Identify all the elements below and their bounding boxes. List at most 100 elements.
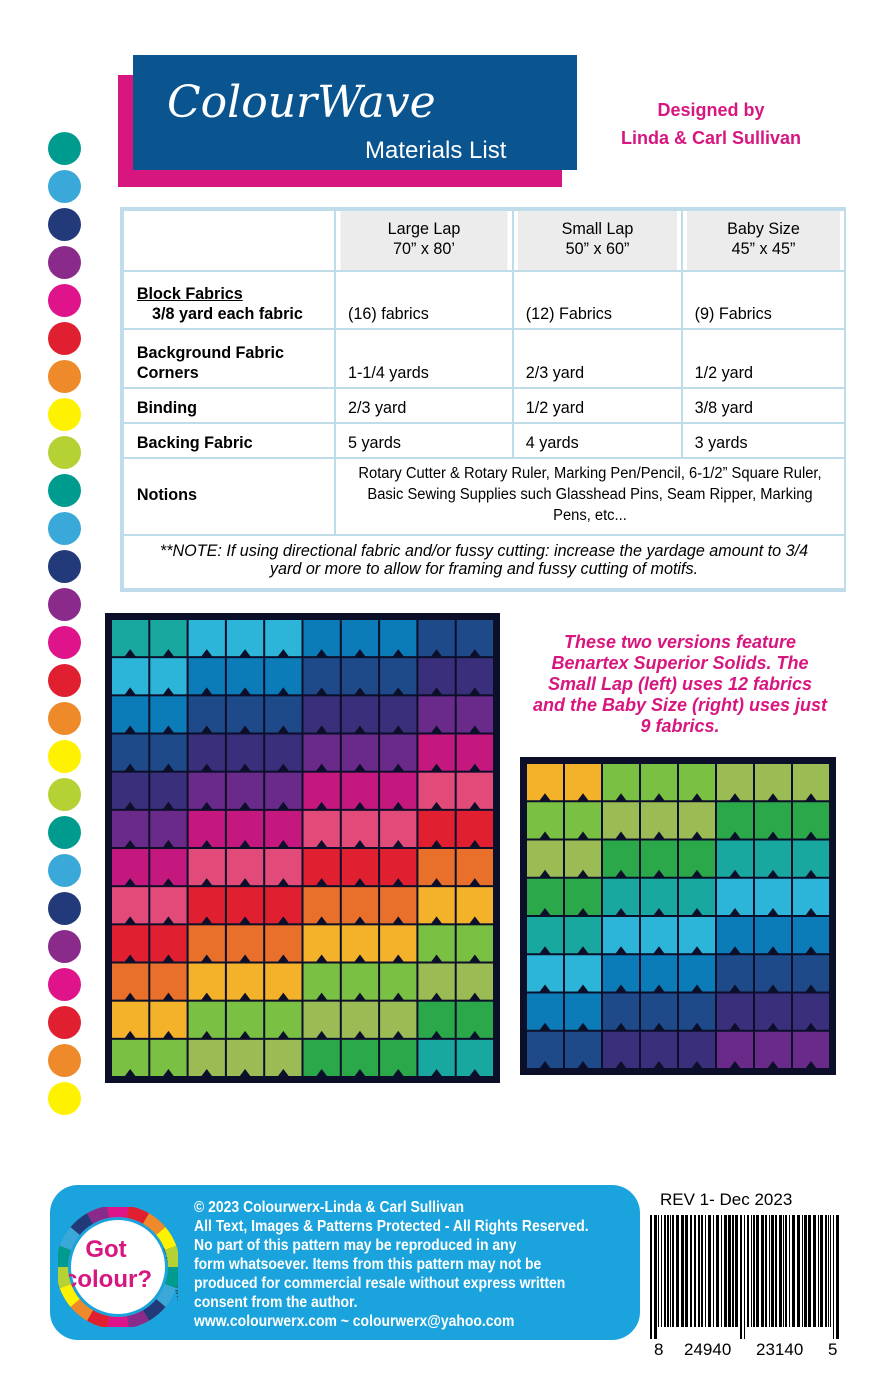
color-dot bbox=[48, 208, 81, 241]
logo-segment bbox=[59, 1227, 80, 1251]
color-dot bbox=[48, 816, 81, 849]
quilt-corner bbox=[353, 878, 366, 887]
designer-line: Linda & Carl Sullivan bbox=[620, 128, 802, 148]
quilt-corner bbox=[691, 908, 703, 916]
logo-segment bbox=[107, 1207, 129, 1218]
color-dot bbox=[48, 246, 81, 279]
quilt-corner bbox=[124, 725, 137, 734]
barcode-bar bbox=[802, 1215, 803, 1327]
quilt-corner bbox=[615, 984, 627, 993]
quilt-corner bbox=[124, 763, 137, 772]
logo-segment bbox=[107, 1316, 129, 1327]
color-dot bbox=[48, 284, 81, 317]
barcode-bar bbox=[654, 1215, 657, 1339]
quilt-corner bbox=[124, 1069, 137, 1077]
barcode-bar bbox=[672, 1215, 674, 1327]
quilt-corner bbox=[468, 649, 481, 658]
col-name: Large Lap bbox=[387, 218, 461, 238]
quilt-corner bbox=[615, 1022, 627, 1031]
color-dot bbox=[48, 398, 81, 431]
color-dot bbox=[48, 892, 81, 925]
row: Background Fabric Corners 1-1/4 yards 2/3 … bbox=[123, 328, 845, 389]
footer-line: No part of this pattern may be reproduce… bbox=[194, 1237, 517, 1254]
quilt-corner bbox=[468, 801, 481, 810]
barcode-bar bbox=[808, 1215, 811, 1327]
logo-segment bbox=[87, 1207, 110, 1224]
designer-line: Designed by bbox=[657, 100, 765, 120]
quilt-corner bbox=[353, 801, 366, 810]
quilt-corner bbox=[353, 763, 366, 772]
quilt-corner bbox=[277, 649, 290, 658]
cell: 4 yards bbox=[516, 422, 679, 459]
quilt-corner bbox=[468, 1030, 481, 1039]
quilt-corner bbox=[539, 946, 551, 955]
barcode-bar bbox=[756, 1215, 759, 1327]
barcode-bar bbox=[650, 1215, 652, 1339]
barcode-bar bbox=[779, 1215, 782, 1327]
cell: (12) Fabrics bbox=[516, 270, 679, 330]
quilt-corner bbox=[277, 878, 290, 887]
col-name: Baby Size bbox=[727, 218, 800, 238]
logo-center bbox=[71, 1220, 165, 1314]
quilt-corner bbox=[162, 687, 175, 696]
cell: 2/3 yard bbox=[338, 387, 510, 424]
quilt-corner bbox=[539, 1061, 551, 1069]
barcode-bar bbox=[685, 1215, 688, 1327]
quilt-corner bbox=[577, 1061, 589, 1069]
cell: 1/2 yard bbox=[516, 387, 679, 424]
quilt-corner bbox=[200, 725, 213, 734]
quilt-corner bbox=[430, 916, 443, 925]
quilt-corner bbox=[615, 908, 627, 916]
barcode-bar bbox=[797, 1215, 800, 1327]
quilt-corner bbox=[615, 1061, 627, 1069]
barcode-bar bbox=[681, 1215, 684, 1327]
quilt-corner bbox=[468, 1069, 481, 1077]
barcode-bar bbox=[771, 1215, 774, 1327]
quilt-corner bbox=[653, 1022, 665, 1031]
quilt-corner bbox=[200, 1069, 213, 1077]
barcode-bar bbox=[833, 1215, 834, 1339]
quilt-corner bbox=[392, 1069, 405, 1077]
quilt-corner bbox=[767, 946, 779, 955]
quilt-corner bbox=[729, 1061, 741, 1069]
quilt-corner bbox=[124, 801, 137, 810]
quilt-corner bbox=[200, 801, 213, 810]
barcode-bar bbox=[744, 1215, 745, 1339]
quilt-corner bbox=[653, 793, 665, 802]
quilt-corner bbox=[200, 687, 213, 696]
quilt-corner bbox=[353, 1069, 366, 1077]
quilt-corner bbox=[392, 992, 405, 1001]
quilt-corner bbox=[430, 954, 443, 963]
color-dot bbox=[48, 550, 81, 583]
quilt-corner bbox=[392, 840, 405, 848]
logo-segment bbox=[126, 1310, 149, 1327]
barcode-bar bbox=[735, 1215, 738, 1327]
color-dot bbox=[48, 474, 81, 507]
barcode-bar bbox=[804, 1215, 807, 1327]
quilt-corner bbox=[430, 763, 443, 772]
quilt-corner bbox=[653, 908, 665, 916]
quilt-corner bbox=[392, 954, 405, 963]
quilt-corner bbox=[539, 1022, 551, 1031]
barcode-bar bbox=[728, 1215, 731, 1327]
label: Background Fabric bbox=[136, 343, 285, 362]
caption: These two versions feature Benartex Supe… bbox=[532, 632, 828, 736]
barcode-bar bbox=[765, 1215, 767, 1327]
barcode-bar bbox=[661, 1215, 662, 1327]
cell: 2/3 yard bbox=[516, 328, 679, 389]
barcode-bar bbox=[705, 1215, 706, 1327]
barcode-bar bbox=[818, 1215, 819, 1327]
cell: 5 yards bbox=[338, 422, 510, 459]
color-dot bbox=[48, 436, 81, 469]
barcode-bar bbox=[708, 1215, 711, 1327]
quilt-corner bbox=[315, 725, 328, 734]
barcode-bar bbox=[698, 1215, 700, 1327]
quilt-corner bbox=[162, 1030, 175, 1039]
quilt-corner bbox=[315, 954, 328, 963]
row: Block Fabrics 3/8 yard each fabric (16) f… bbox=[123, 270, 845, 330]
quilt-corner bbox=[239, 1030, 252, 1039]
barcode-bar bbox=[769, 1215, 770, 1327]
row-label: Backing Fabric bbox=[127, 422, 331, 459]
color-dot bbox=[48, 968, 81, 1001]
quilt-corner bbox=[729, 1022, 741, 1031]
